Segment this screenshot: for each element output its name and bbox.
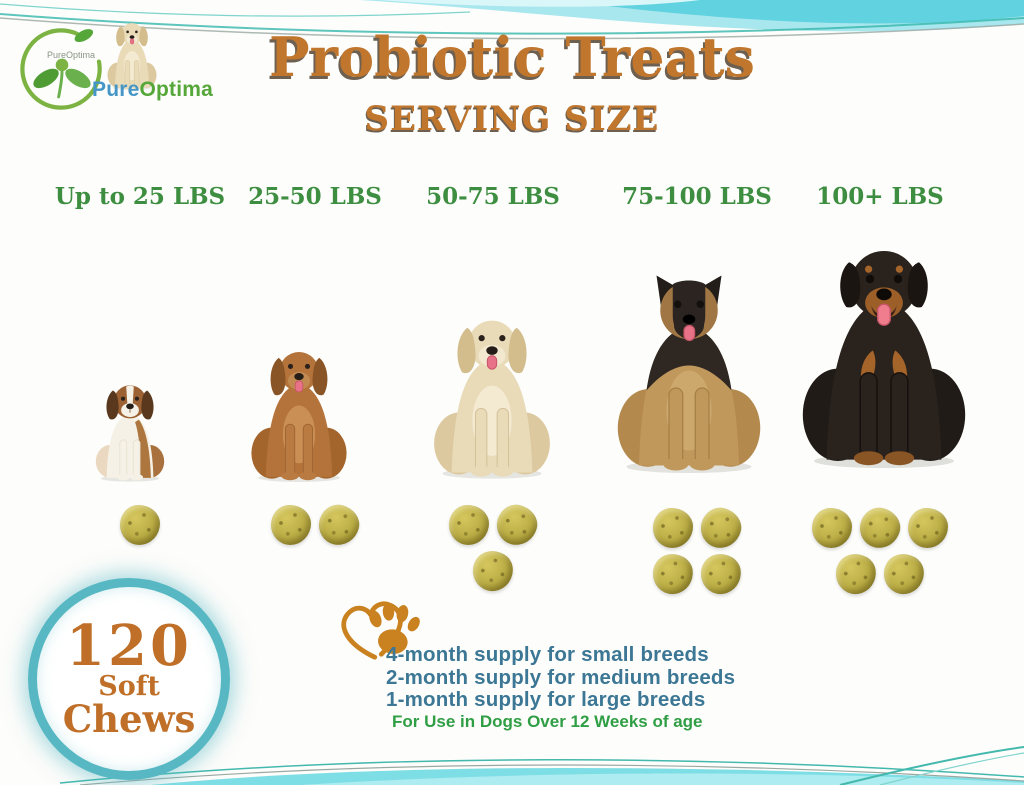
logo-puppy-photo [107, 23, 157, 90]
treats-group [597, 503, 797, 597]
treat-chew [271, 505, 311, 545]
page-subtitle: SERVING SIZE [364, 99, 660, 139]
treat-chew [653, 508, 693, 548]
badge-word-chews: Chews [62, 697, 196, 742]
brand-logo: PureOptima PureOptima [14, 14, 234, 114]
treat-chew [650, 551, 696, 597]
treat-chew [881, 551, 927, 597]
treat-chew [812, 508, 852, 548]
treat-chew [908, 508, 948, 548]
badge-word-soft: Soft [98, 670, 160, 702]
logo-small-text: PureOptima [46, 50, 96, 60]
treat-chew [698, 551, 744, 597]
count-badge: 120 Soft Chews [28, 578, 230, 780]
weight-label-25-50: 25-50 LBS [248, 183, 382, 210]
supply-line-large-breeds: 1-month supply for large breeds [386, 688, 706, 711]
weight-label-up-to-25: Up to 25 LBS [54, 183, 226, 210]
treats-group [40, 505, 240, 545]
treat-chew [492, 500, 542, 550]
treat-chew [696, 503, 746, 553]
page-title: Probiotic Treats [269, 25, 755, 89]
dog-photo-german-shepherd [617, 275, 761, 473]
treat-chew [449, 505, 489, 545]
leaf-circle-logo-icon [20, 28, 102, 110]
heart-paw-icon [341, 601, 420, 660]
dog-photo-rottweiler [802, 251, 966, 468]
supply-info: 4-month supply for small breeds 2-month … [386, 643, 786, 712]
treats-group [393, 500, 593, 594]
weight-label-100-plus: 100+ LBS [816, 183, 944, 210]
treats-group [780, 503, 980, 597]
badge-count: 120 [66, 612, 192, 679]
treat-chew [314, 500, 364, 550]
treats-group [215, 500, 415, 550]
dog-photo-beagle-puppy [95, 385, 165, 482]
treat-chew [470, 548, 516, 594]
weight-label-50-75: 50-75 LBS [426, 183, 560, 210]
dog-photo-golden-retriever [251, 351, 347, 482]
brand-name-pure: Pure [92, 78, 140, 101]
supply-line-small-breeds: 4-month supply for small breeds [386, 643, 709, 666]
dog-photo-cream-golden-retriever [434, 320, 550, 479]
treat-chew [120, 505, 160, 545]
supply-line-medium-breeds: 2-month supply for medium breeds [386, 665, 736, 689]
brand-name-optima: Optima [139, 78, 214, 101]
brand-name: PureOptima [92, 78, 213, 102]
age-note: For Use in Dogs Over 12 Weeks of age [392, 712, 703, 731]
bottom-wave-decoration [59, 746, 1024, 785]
treat-chew [833, 551, 879, 597]
weight-label-75-100: 75-100 LBS [622, 183, 772, 210]
treat-chew [855, 503, 905, 553]
